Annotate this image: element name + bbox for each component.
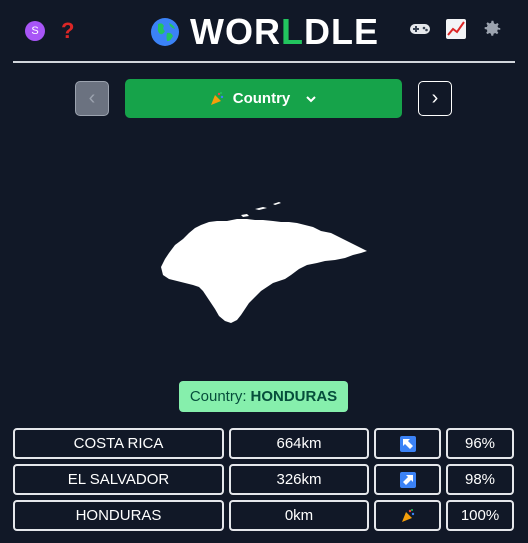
chevron-down-icon (306, 95, 316, 102)
guess-row: EL SALVADOR 326km 98% (13, 464, 515, 495)
avatar[interactable]: S (25, 21, 45, 41)
app-title: WORLDLE (150, 10, 379, 54)
arrow-up-left-icon (399, 435, 416, 452)
globe-icon (151, 18, 179, 46)
answer-value: HONDURAS (250, 388, 338, 405)
guess-country: COSTA RICA (13, 428, 224, 459)
wordmark-pre: WOR (190, 11, 281, 52)
arrow-up-right-icon (399, 471, 416, 488)
wordmark-post: DLE (303, 11, 379, 52)
guess-direction (374, 464, 441, 495)
chart-icon[interactable] (445, 18, 467, 40)
header-left: S ? (25, 20, 74, 42)
guess-proximity: 100% (446, 500, 514, 531)
guess-country: HONDURAS (13, 500, 224, 531)
wordmark-l: L (280, 11, 304, 52)
answer-label: Country: (189, 388, 247, 405)
guess-list: COSTA RICA 664km 96% EL SALVADOR 326km 9… (13, 428, 515, 536)
guess-direction (374, 500, 441, 531)
prev-button[interactable]: ‹ (75, 81, 109, 116)
guess-proximity: 98% (446, 464, 514, 495)
chevron-left-icon: ‹ (88, 87, 96, 109)
guess-distance: 326km (229, 464, 369, 495)
country-silhouette (161, 202, 367, 323)
answer-badge: Country: HONDURAS (179, 381, 348, 412)
mode-label: Country (232, 90, 291, 107)
help-icon[interactable]: ? (61, 18, 75, 43)
wordmark: WORLDLE (190, 11, 379, 53)
header: S ? WORLDLE (13, 0, 515, 63)
next-button[interactable]: › (418, 81, 452, 116)
guess-country: EL SALVADOR (13, 464, 224, 495)
guess-distance: 0km (229, 500, 369, 531)
chevron-right-icon: › (431, 87, 439, 109)
guess-distance: 664km (229, 428, 369, 459)
party-popper-icon (401, 508, 414, 522)
guess-direction (374, 428, 441, 459)
guess-row: COSTA RICA 664km 96% (13, 428, 515, 459)
gear-icon[interactable] (481, 18, 503, 40)
gamepad-icon[interactable] (409, 18, 431, 40)
guess-proximity: 96% (446, 428, 514, 459)
party-popper-icon (210, 91, 223, 105)
guess-row: HONDURAS 0km 100% (13, 500, 515, 531)
mode-dropdown[interactable]: Country (125, 79, 402, 118)
header-right (409, 18, 503, 40)
